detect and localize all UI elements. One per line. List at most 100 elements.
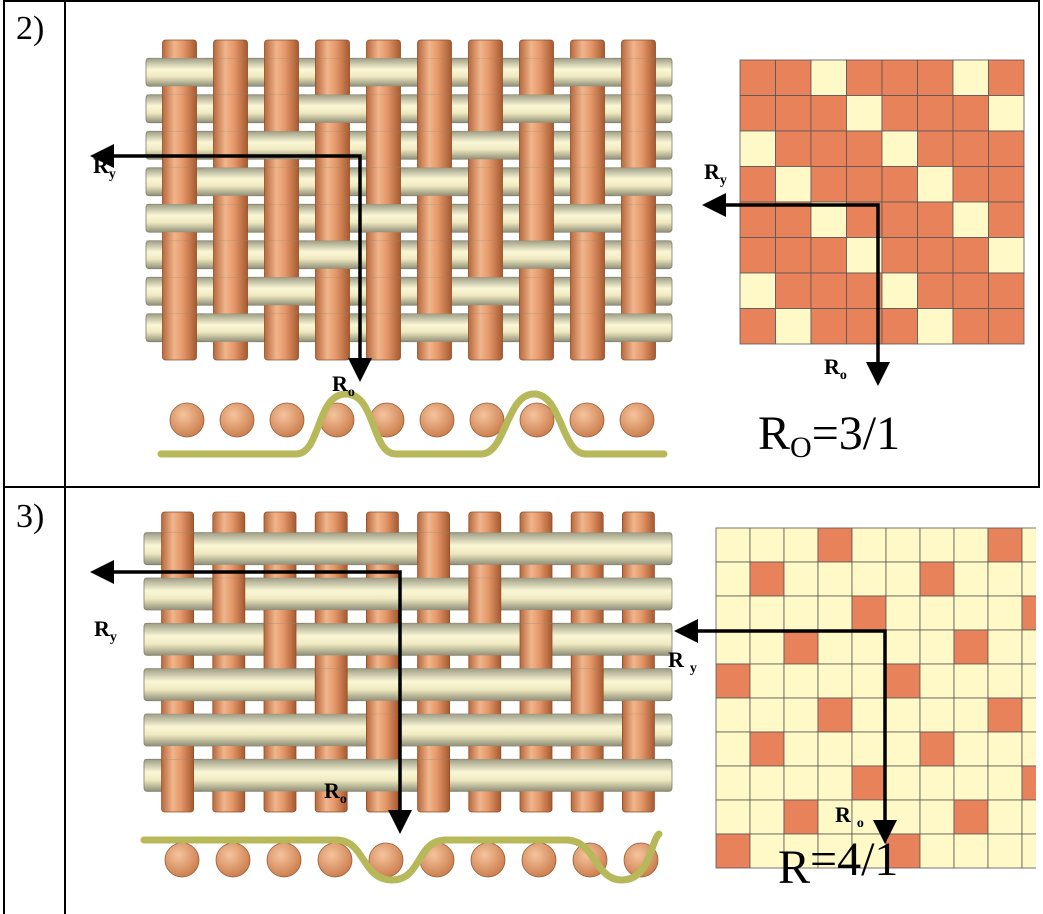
repeat-arrow-line — [100, 154, 362, 364]
weft-float — [611, 623, 665, 656]
repeat-arrow-line — [712, 203, 880, 380]
warp-cross-section — [519, 402, 555, 438]
draft-cell — [749, 731, 785, 767]
draft-cell — [1021, 731, 1036, 767]
draft-cell — [810, 130, 847, 167]
draft-cell — [919, 799, 955, 835]
draft-cell — [919, 561, 955, 597]
weft-float — [151, 668, 205, 701]
draft-cell — [846, 130, 883, 167]
table-divider-vertical — [64, 0, 66, 914]
weft-float — [153, 204, 206, 233]
draft-cell — [885, 731, 921, 767]
draft-cell — [783, 629, 819, 665]
warp-thread — [161, 511, 194, 813]
warp-cross-section — [266, 842, 302, 878]
draft-cell — [739, 95, 776, 132]
warp-thread — [213, 39, 248, 361]
draft-cell — [987, 595, 1023, 631]
draft-cell — [988, 95, 1025, 132]
draft-cell — [952, 95, 989, 132]
table-top-border — [3, 0, 1040, 2]
draft-cell — [919, 731, 955, 767]
table-right-border — [1038, 0, 1040, 488]
draft-cell — [817, 561, 853, 597]
weft-float — [611, 668, 665, 701]
draft-cell — [953, 799, 989, 835]
draft-cell — [739, 237, 776, 274]
draft-cell — [851, 731, 887, 767]
warp-cross-section — [269, 402, 305, 438]
row-label-3: 3) — [16, 498, 45, 535]
draft-cell — [987, 697, 1023, 733]
weft-float — [202, 623, 256, 656]
weft-float — [253, 668, 307, 701]
weft-float — [355, 532, 409, 565]
weft-float — [611, 759, 665, 792]
draft-cell — [1021, 527, 1036, 563]
weft-float — [304, 714, 358, 746]
weft-float — [612, 313, 665, 342]
weft-float — [509, 532, 563, 565]
draft-cell — [846, 95, 883, 132]
weft-float — [304, 623, 358, 656]
arrowhead-down-icon — [388, 810, 412, 834]
draft-cell — [715, 765, 751, 801]
draft-cell — [810, 272, 847, 309]
warp-thread — [315, 39, 350, 361]
arrowhead-down-icon — [866, 362, 890, 386]
draft-cell — [775, 130, 812, 167]
draft-cell — [749, 527, 785, 563]
draft-cell — [953, 629, 989, 665]
draft-cell — [817, 697, 853, 733]
weft-float — [509, 714, 563, 746]
weft-float — [253, 532, 307, 565]
weft-float — [151, 714, 205, 746]
warp-cross-section — [470, 842, 506, 878]
draft-cell — [917, 237, 954, 274]
draft-cell — [851, 629, 887, 665]
warp-thread — [162, 39, 197, 361]
draft-cell — [851, 527, 887, 563]
draft-cell — [817, 663, 853, 699]
draft-cell — [846, 272, 883, 309]
draft-cell — [881, 308, 918, 345]
draft-cell — [1021, 799, 1036, 835]
draft-cell — [739, 166, 776, 203]
draft-cell — [953, 561, 989, 597]
weft-float — [408, 167, 461, 196]
weft-float — [253, 759, 307, 792]
draft-cell — [1021, 697, 1036, 733]
draft-cell — [817, 731, 853, 767]
draft-cell — [988, 237, 1025, 274]
draft-cell — [952, 272, 989, 309]
weft-float — [253, 714, 307, 746]
weft-float — [407, 623, 461, 656]
draft-cell — [783, 833, 819, 869]
weft-float — [204, 313, 257, 342]
draft-cell — [715, 561, 751, 597]
weft-float — [255, 277, 308, 306]
draft-cell — [810, 95, 847, 132]
draft-cell — [817, 595, 853, 631]
weft-float — [204, 167, 257, 196]
draft-cell — [1021, 663, 1036, 699]
draft-cell — [917, 201, 954, 238]
cross-section-illustration — [140, 830, 663, 884]
draft-cell — [919, 629, 955, 665]
draft-cell — [917, 308, 954, 345]
draft-cell — [987, 799, 1023, 835]
draft-cell — [749, 799, 785, 835]
fabric-illustration-satin — [143, 511, 673, 813]
weft-float — [560, 759, 614, 792]
weft-float — [611, 578, 665, 610]
draft-cell — [988, 201, 1025, 238]
draft-cell — [885, 663, 921, 699]
draft-cell — [739, 308, 776, 345]
warp-cross-section — [215, 842, 251, 878]
draft-cell — [775, 237, 812, 274]
draft-cell — [1021, 561, 1036, 597]
weft-float — [458, 714, 512, 746]
